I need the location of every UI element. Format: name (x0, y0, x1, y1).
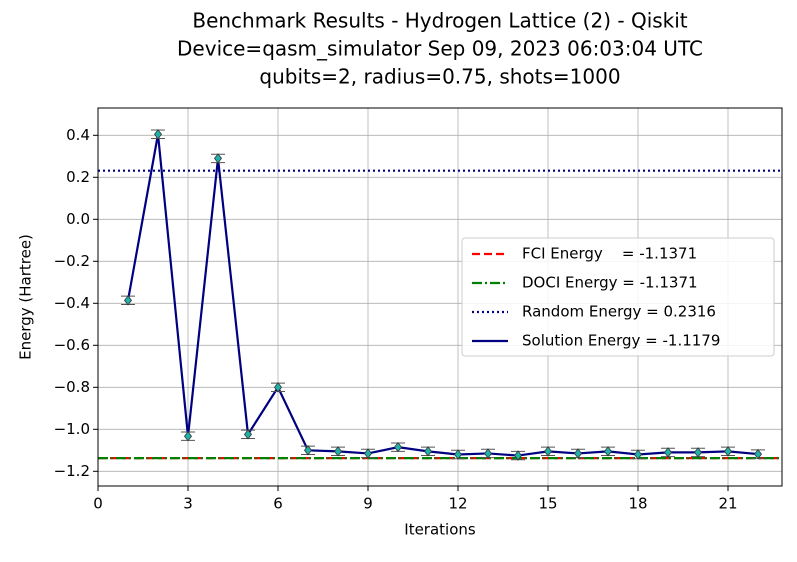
marker (153, 129, 163, 140)
marker (573, 448, 583, 459)
y-tick-label: 0.2 (66, 168, 90, 186)
y-axis-label: Energy (Hartree) (17, 234, 35, 360)
y-tick-label: 0.0 (66, 210, 90, 228)
x-tick-label: 0 (93, 495, 103, 513)
marker (603, 446, 613, 457)
marker (243, 429, 253, 440)
marker (183, 431, 193, 442)
y-tick-label: 0.4 (66, 126, 90, 144)
marker (273, 382, 283, 393)
marker (663, 447, 673, 458)
marker (543, 446, 553, 457)
marker (723, 446, 733, 457)
marker (633, 449, 643, 460)
marker (693, 447, 703, 458)
x-tick-label: 21 (718, 495, 737, 513)
y-tick-label: −0.6 (54, 336, 90, 354)
chart-title: Device=qasm_simulator Sep 09, 2023 06:03… (177, 37, 703, 61)
y-tick-label: −1.0 (54, 420, 90, 438)
marker (333, 446, 343, 457)
series-line (126, 134, 759, 457)
marker (393, 441, 403, 453)
marker (423, 446, 433, 457)
marker (123, 295, 133, 306)
y-tick-label: −0.4 (54, 294, 90, 312)
y-tick-label: −0.2 (54, 252, 90, 270)
plot-frame (97, 107, 783, 487)
legend-label: Random Energy = 0.2316 (522, 303, 716, 321)
x-tick-label: 18 (628, 495, 647, 513)
x-tick-label: 15 (538, 495, 557, 513)
chart-title: Benchmark Results - Hydrogen Lattice (2)… (192, 9, 687, 33)
legend-box (461, 237, 775, 357)
marker (363, 448, 373, 459)
marker (483, 448, 493, 459)
marker (513, 450, 523, 461)
legend-label: DOCI Energy = -1.1371 (522, 274, 698, 292)
x-tick-label: 9 (363, 495, 373, 513)
x-tick-label: 12 (448, 495, 467, 513)
marker (303, 445, 313, 456)
legend-label: Solution Energy = -1.1179 (522, 332, 720, 350)
marker (753, 448, 763, 460)
legend-label: FCI Energy = -1.1371 (522, 245, 697, 263)
x-tick-label: 3 (183, 495, 193, 513)
y-tick-label: −0.8 (54, 378, 90, 396)
marker (213, 153, 223, 164)
y-tick-label: −1.2 (54, 462, 90, 480)
chart-title: qubits=2, radius=0.75, shots=1000 (259, 65, 620, 89)
x-tick-label: 6 (273, 495, 283, 513)
marker (453, 449, 463, 460)
x-axis-label: Iterations (404, 521, 476, 539)
